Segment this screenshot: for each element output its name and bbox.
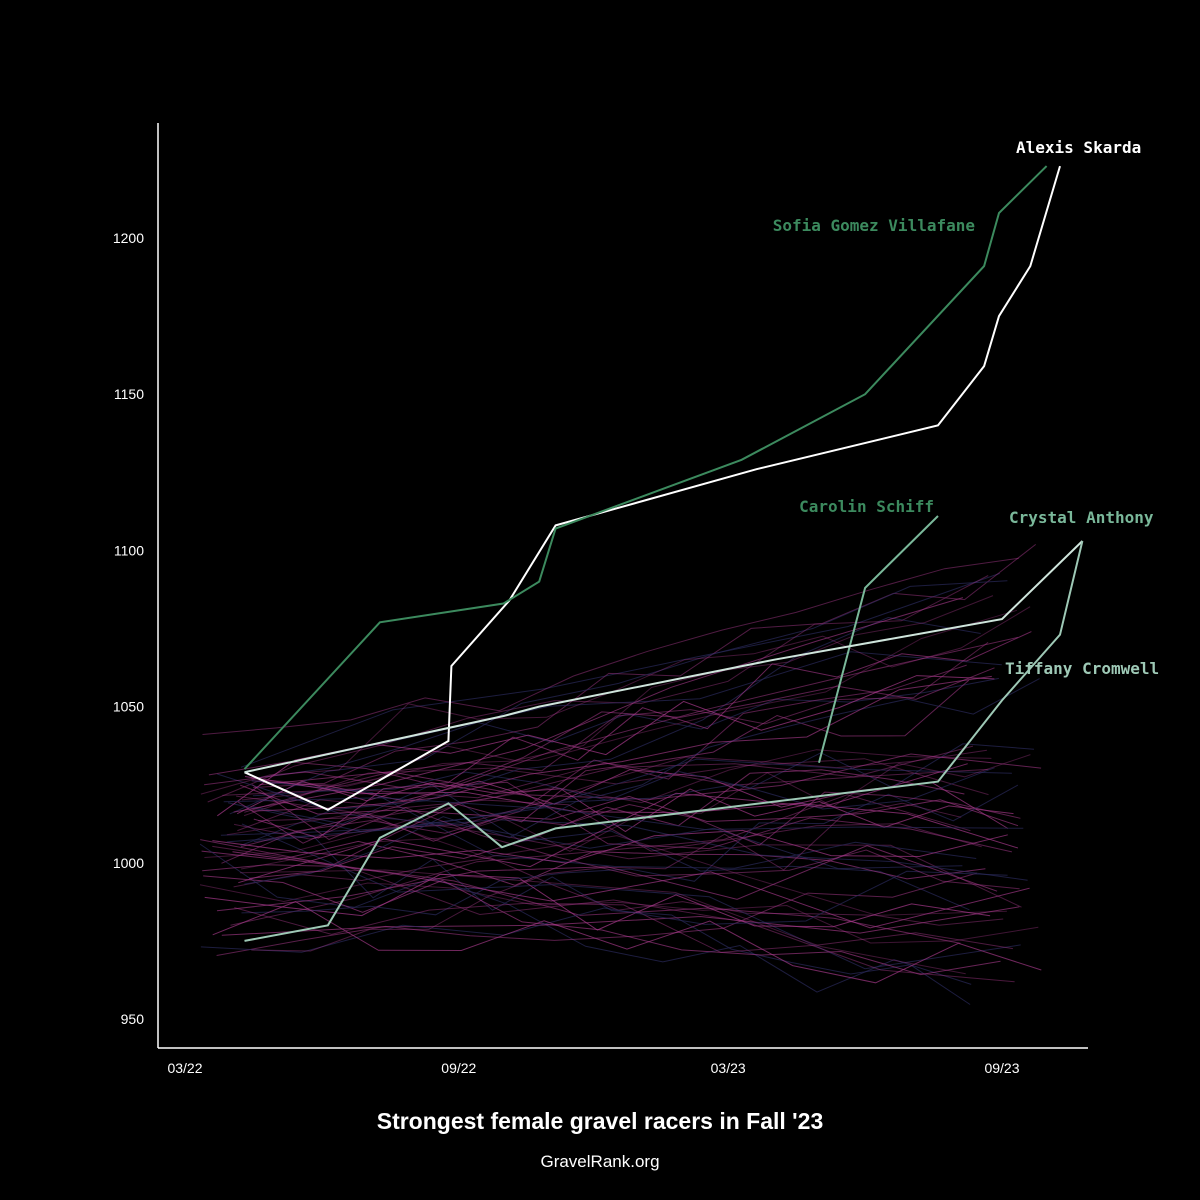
- y-tick-label: 1200: [113, 230, 144, 246]
- chart-subtitle: GravelRank.org: [540, 1152, 660, 1171]
- background-series-line: [234, 902, 1013, 953]
- series-labels: Alexis Skarda Sofia Gomez Villafane Caroli…: [773, 138, 1159, 678]
- background-series-line: [237, 791, 1021, 846]
- background-series-line: [204, 771, 1013, 853]
- series-line-alexis-skarda: [244, 165, 1061, 811]
- series-line-carolin-schiff: [818, 515, 939, 764]
- series-label: Carolin Schiff: [799, 497, 934, 516]
- background-series-line: [212, 845, 1015, 983]
- y-tick-label: 1100: [114, 542, 144, 558]
- background-series-line: [237, 799, 982, 852]
- background-series-line: [199, 882, 1039, 944]
- background-series-line: [223, 758, 1012, 809]
- y-tick-labels: 950 1000 1050 1100 1150 1200: [113, 230, 144, 1027]
- background-series-line: [244, 678, 1040, 885]
- y-tick-label: 1000: [113, 855, 144, 871]
- background-series-line: [240, 784, 1019, 827]
- background-series-line: [233, 597, 964, 813]
- series-line-tiffany-cromwell: [244, 540, 1084, 942]
- chart-title: Strongest female gravel racers in Fall '…: [376, 1108, 824, 1134]
- background-series-line: [229, 580, 1008, 815]
- background-series-line: [232, 851, 1030, 929]
- background-series-line: [241, 823, 1021, 970]
- background-series-line: [226, 812, 1007, 916]
- series-line-sofia-gomez-villafane: [243, 165, 1048, 770]
- background-series-line: [216, 872, 978, 956]
- background-series-line: [221, 906, 1020, 936]
- background-series-line: [259, 753, 1042, 800]
- background-series-line: [244, 776, 1019, 849]
- background-series-line: [241, 595, 994, 801]
- background-series-line: [202, 557, 1019, 735]
- background-series-line: [240, 616, 981, 847]
- background-series-line: [200, 839, 961, 944]
- background-series-line: [230, 794, 971, 926]
- background-series-line: [207, 575, 989, 803]
- background-series-line: [258, 745, 974, 822]
- x-tick-label: 03/23: [711, 1060, 746, 1076]
- background-series-line: [238, 763, 968, 884]
- background-series-line: [244, 641, 989, 813]
- y-tick-label: 950: [121, 1011, 145, 1027]
- background-series-line: [208, 667, 995, 789]
- background-series-line: [226, 807, 1024, 843]
- background-series-line: [249, 769, 965, 879]
- background-series-line: [201, 840, 986, 886]
- background-series-group: [199, 544, 1042, 1005]
- x-tick-label: 09/22: [441, 1060, 476, 1076]
- series-label: Alexis Skarda: [1016, 138, 1141, 157]
- background-series-line: [240, 636, 1018, 848]
- background-series-line: [200, 870, 1008, 953]
- background-series-line: [251, 675, 992, 812]
- background-series-line: [240, 572, 1000, 768]
- background-series-line: [251, 802, 962, 952]
- background-series-line: [253, 631, 1032, 839]
- background-series-line: [203, 875, 1001, 976]
- highlighted-series-group: [243, 165, 1084, 942]
- y-tick-label: 1150: [114, 386, 144, 402]
- x-tick-labels: 03/22 09/22 03/23 09/23: [167, 1060, 1019, 1076]
- background-series-line: [251, 780, 977, 869]
- background-series-line: [199, 843, 972, 993]
- background-series-line: [212, 829, 1008, 864]
- background-series-line: [212, 901, 1042, 984]
- series-line-crystal-anthony: [244, 540, 1084, 774]
- background-series-line: [251, 609, 1018, 787]
- series-label: Crystal Anthony: [1009, 508, 1154, 527]
- x-tick-label: 09/23: [984, 1060, 1019, 1076]
- background-series-line: [216, 845, 998, 912]
- background-series-line: [204, 749, 992, 858]
- background-series-line: [253, 835, 971, 1005]
- series-label: Sofia Gomez Villafane: [773, 216, 975, 235]
- background-series-line: [251, 784, 1020, 890]
- background-series-line: [241, 784, 1019, 916]
- background-series-line: [253, 544, 1037, 789]
- x-tick-label: 03/22: [167, 1060, 202, 1076]
- y-tick-label: 1050: [113, 699, 144, 715]
- background-series-line: [241, 754, 1031, 870]
- background-series-line: [217, 773, 963, 870]
- series-label: Tiffany Cromwell: [1005, 659, 1159, 678]
